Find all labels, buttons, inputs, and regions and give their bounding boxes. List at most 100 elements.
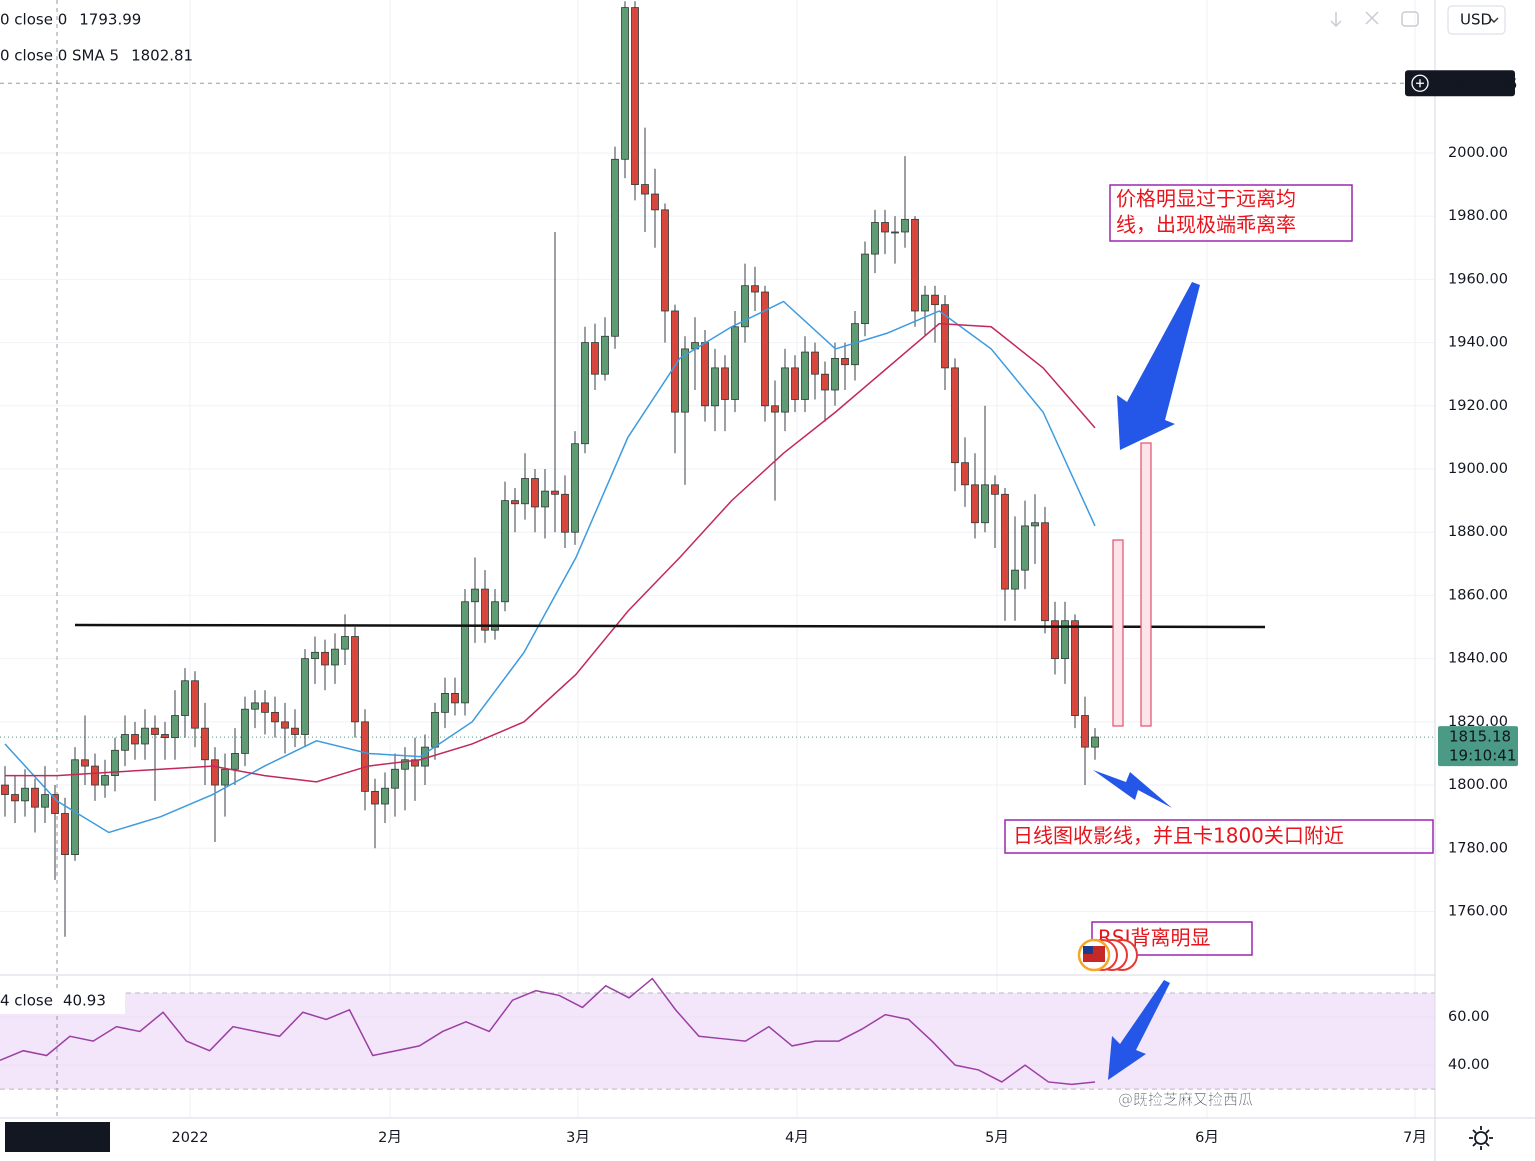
candle-body	[1091, 736, 1099, 748]
candle-body	[381, 787, 389, 805]
candle-body	[681, 348, 689, 413]
candle-body	[801, 351, 809, 400]
countdown: 19:10:41	[1449, 747, 1516, 765]
candle-body	[31, 787, 39, 808]
candle-body	[161, 734, 169, 739]
last-price-badge	[1438, 726, 1518, 767]
ma-line	[5, 322, 1096, 783]
y-tick-label: 1860.00	[1448, 587, 1508, 603]
candle-body	[21, 787, 29, 802]
candle-body	[531, 478, 539, 508]
candle-body	[1081, 715, 1089, 748]
candle-body	[1071, 620, 1079, 716]
candle-body	[621, 7, 629, 160]
candle-body	[141, 727, 149, 745]
candle-body	[421, 746, 429, 767]
arrow	[1093, 770, 1172, 808]
candle-body	[901, 218, 909, 233]
legend-name: 0 close 0 SMA 5	[0, 47, 119, 65]
y-tick-label: 1880.00	[1448, 524, 1508, 540]
candle-body	[241, 708, 249, 754]
candle-body	[191, 680, 199, 729]
distance-bar	[1112, 539, 1124, 727]
y-tick-label: 1840.00	[1448, 651, 1508, 667]
legend-bg	[0, 988, 125, 1014]
candle-body	[111, 749, 119, 776]
candle-body	[261, 702, 269, 713]
candle-body	[171, 715, 179, 739]
crosshair-price-badge	[1405, 70, 1515, 97]
candle-body	[571, 443, 579, 533]
candle-body	[881, 222, 889, 233]
currency[interactable]: USD	[1460, 11, 1492, 29]
annotation: 日线图收影线，并且卡1800关口附近	[1013, 824, 1344, 848]
crosshair-price: 2022.05	[1449, 75, 1517, 93]
x-tick-label: 2月	[378, 1130, 402, 1146]
candle-body	[911, 218, 919, 312]
y-tick-label: 2000.00	[1448, 145, 1508, 161]
candle-body	[591, 342, 599, 375]
candle-body	[401, 759, 409, 770]
candle-body	[1011, 569, 1019, 590]
candle-body	[431, 711, 439, 748]
candle-body	[231, 753, 239, 770]
dropdown-icon	[1489, 17, 1499, 23]
y-tick-label: 40.00	[1448, 1057, 1490, 1073]
candle-body	[891, 231, 899, 234]
settings-icon[interactable]	[1469, 1126, 1493, 1150]
watermark: @既捡芝麻又捡西瓜	[1118, 1091, 1253, 1109]
candle-body	[41, 794, 49, 808]
candle-body	[461, 601, 469, 704]
candle-body	[101, 775, 109, 786]
candle-body	[81, 759, 89, 767]
add-icon[interactable]	[1416, 79, 1424, 88]
y-tick-label: 1920.00	[1448, 398, 1508, 414]
toolbar-icons[interactable]	[1330, 11, 1419, 28]
candle-body	[511, 500, 519, 505]
candle-body	[341, 636, 349, 650]
candle-body	[1021, 525, 1029, 571]
currency-button[interactable]	[1447, 5, 1506, 35]
candle-body	[1, 784, 9, 795]
annotation-box	[1004, 819, 1434, 854]
candle-body	[651, 193, 659, 211]
candle-body	[631, 7, 639, 185]
x-tick-label: 2022	[172, 1130, 209, 1146]
candle-body	[861, 253, 869, 325]
legend-value: 40.93	[63, 992, 106, 1010]
candle-body	[971, 484, 979, 524]
candle-body	[611, 158, 619, 337]
legend-value: 1793.99	[79, 11, 141, 29]
candle-body	[811, 351, 819, 375]
candle-body	[781, 367, 789, 413]
candle-body	[941, 304, 949, 369]
candle-body	[351, 636, 359, 723]
overlay: 价格明显过于远离均 线，出现极端乖离率 日线图收影线，并且卡1800关口附近 R…	[74, 184, 1434, 1080]
candle-body	[821, 373, 829, 391]
event-flags	[1077, 938, 1138, 972]
crosshair-date-badge	[5, 1122, 110, 1152]
add-icon[interactable]	[1411, 74, 1429, 92]
candle-body	[471, 588, 479, 603]
candle-body	[201, 727, 209, 761]
candle-body	[581, 342, 589, 445]
candle-body	[521, 478, 529, 505]
candle-body	[981, 484, 989, 524]
y-tick-label: 60.00	[1448, 1009, 1490, 1025]
candle-body	[721, 367, 729, 400]
candle-body	[761, 291, 769, 407]
candle-body	[451, 693, 459, 704]
y-tick-label: 1780.00	[1448, 840, 1508, 856]
annotation-box	[1091, 921, 1253, 956]
rsi-line	[0, 977, 1096, 1086]
arrow	[1117, 282, 1200, 450]
candle-body	[131, 734, 139, 745]
candle-body	[91, 765, 99, 786]
candle-body	[541, 490, 549, 508]
candle-body	[391, 768, 399, 789]
candle-body	[831, 357, 839, 391]
candle-body	[711, 367, 719, 407]
candle-body	[271, 711, 279, 723]
y-tick-label: 1940.00	[1448, 335, 1508, 351]
y-tick-label: 1760.00	[1448, 903, 1508, 919]
